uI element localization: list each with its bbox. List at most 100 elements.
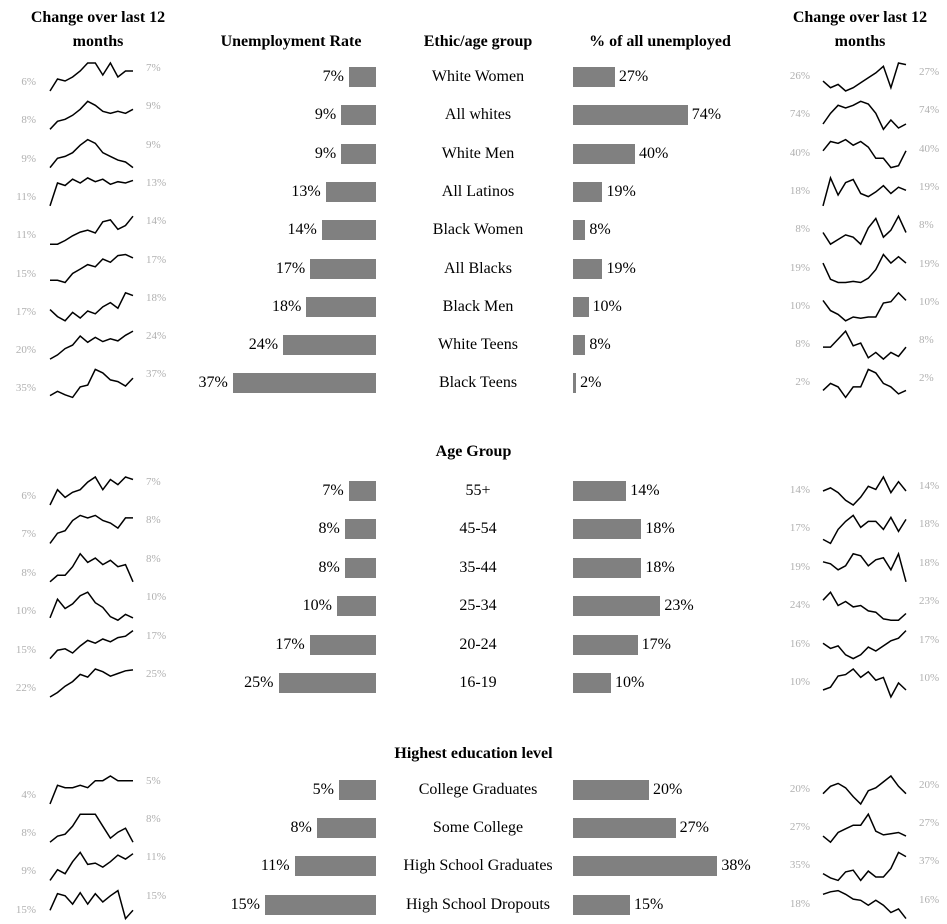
rate-bar bbox=[341, 105, 376, 126]
trend-end-label: 19% bbox=[919, 257, 940, 270]
share-bar bbox=[573, 181, 603, 202]
share-label: 20% bbox=[653, 781, 683, 798]
share-bar bbox=[573, 519, 642, 540]
share-label: 15% bbox=[634, 895, 664, 913]
sparkline bbox=[49, 368, 134, 399]
group-label: 20-24 bbox=[459, 635, 497, 653]
group-label: Black Women bbox=[432, 221, 524, 239]
sparkline bbox=[50, 253, 134, 284]
trend-end-label: 8% bbox=[146, 514, 161, 527]
trend-start-label: 19% bbox=[789, 261, 810, 274]
share-label: 40% bbox=[639, 144, 669, 162]
trend-end-label: 27% bbox=[919, 817, 940, 830]
trend-start-label: 35% bbox=[789, 859, 810, 872]
trend-end-label: 15% bbox=[146, 889, 167, 902]
rate-bar bbox=[316, 818, 376, 839]
trend-start-label: 11% bbox=[16, 190, 36, 203]
sparkline bbox=[822, 291, 907, 322]
sparkline bbox=[822, 62, 907, 92]
rate-label: 17% bbox=[275, 635, 305, 653]
group-label: High School Graduates bbox=[403, 857, 553, 875]
rate-bar bbox=[339, 780, 376, 800]
share-label: 17% bbox=[641, 635, 671, 653]
trend-end-label: 37% bbox=[146, 368, 167, 381]
trend-end-label: 7% bbox=[146, 476, 161, 488]
rate-label: 5% bbox=[312, 781, 334, 798]
section-title: Highest education level bbox=[394, 745, 553, 762]
share-bar bbox=[573, 105, 688, 126]
trend-start-label: 19% bbox=[789, 560, 810, 573]
share-bar bbox=[573, 335, 586, 356]
sparkline bbox=[49, 514, 133, 544]
trend-end-label: 40% bbox=[919, 142, 940, 155]
share-label: 18% bbox=[645, 558, 675, 576]
share-bar bbox=[573, 673, 611, 693]
trend-end-label: 8% bbox=[919, 334, 934, 347]
trend-start-label: 8% bbox=[795, 338, 810, 351]
group-label: Black Teens bbox=[438, 374, 518, 392]
trend-start-label: 11% bbox=[16, 229, 36, 242]
trend-end-label: 8% bbox=[146, 552, 161, 565]
rate-bar bbox=[348, 481, 376, 501]
trend-end-label: 13% bbox=[146, 176, 167, 189]
share-bar bbox=[573, 220, 586, 241]
trend-start-label: 35% bbox=[15, 382, 36, 395]
trend-end-label: 24% bbox=[146, 330, 167, 343]
sparkline bbox=[822, 253, 907, 284]
rate-label: 8% bbox=[290, 819, 312, 837]
trend-end-label: 9% bbox=[146, 138, 161, 151]
sparkline bbox=[822, 138, 907, 169]
trend-start-label: 10% bbox=[789, 299, 810, 312]
trend-start-label: 9% bbox=[21, 865, 36, 878]
share-label: 27% bbox=[679, 819, 709, 837]
share-label: 8% bbox=[589, 221, 611, 239]
rate-bar bbox=[344, 519, 376, 540]
trend-end-label: 14% bbox=[919, 480, 940, 492]
rate-bar bbox=[348, 67, 376, 87]
trend-end-label: 17% bbox=[146, 629, 167, 642]
trend-start-label: 7% bbox=[21, 528, 36, 541]
trend-start-label: 14% bbox=[789, 484, 810, 496]
trend-end-label: 25% bbox=[146, 668, 167, 680]
trend-end-label: 19% bbox=[919, 180, 940, 193]
group-label: Black Men bbox=[442, 297, 514, 315]
trend-start-label: 16% bbox=[789, 637, 810, 650]
share-bar bbox=[573, 634, 638, 655]
trend-end-label: 23% bbox=[919, 595, 940, 608]
rate-bar bbox=[265, 894, 376, 915]
share-label: 74% bbox=[691, 106, 722, 124]
section-title: Age Group bbox=[435, 443, 512, 460]
trend-end-label: 18% bbox=[146, 291, 167, 304]
share-bar bbox=[573, 596, 661, 617]
group-label: High School Dropouts bbox=[406, 895, 550, 913]
share-label: 19% bbox=[606, 259, 636, 277]
trend-start-label: 6% bbox=[21, 76, 36, 88]
group-label: White Teens bbox=[438, 336, 518, 354]
share-bar bbox=[573, 143, 635, 164]
rate-label: 11% bbox=[260, 857, 290, 875]
rate-label: 14% bbox=[287, 221, 317, 239]
trend-end-label: 27% bbox=[919, 66, 940, 78]
trend-start-label: 24% bbox=[789, 599, 810, 612]
trend-start-label: 74% bbox=[789, 108, 810, 121]
header: Change over last 12 months bbox=[30, 9, 166, 50]
share-label: 10% bbox=[615, 674, 645, 691]
trend-end-label: 18% bbox=[919, 518, 940, 531]
sparkline bbox=[49, 775, 133, 805]
trend-end-label: 18% bbox=[919, 556, 940, 569]
trend-end-label: 5% bbox=[146, 775, 161, 787]
rate-label: 10% bbox=[302, 597, 332, 615]
trend-end-label: 37% bbox=[919, 855, 940, 868]
trend-start-label: 4% bbox=[21, 789, 36, 801]
rate-label: 25% bbox=[244, 674, 274, 691]
sparkline bbox=[49, 591, 134, 622]
rate-bar bbox=[283, 335, 376, 356]
share-label: 10% bbox=[592, 297, 622, 315]
share-bar bbox=[573, 481, 627, 501]
sparkline bbox=[822, 100, 907, 131]
rate-label: 24% bbox=[248, 336, 279, 354]
sparkline bbox=[49, 100, 134, 130]
rate-label: 9% bbox=[314, 106, 337, 124]
share-bar bbox=[573, 894, 630, 915]
sparkline bbox=[49, 813, 134, 843]
